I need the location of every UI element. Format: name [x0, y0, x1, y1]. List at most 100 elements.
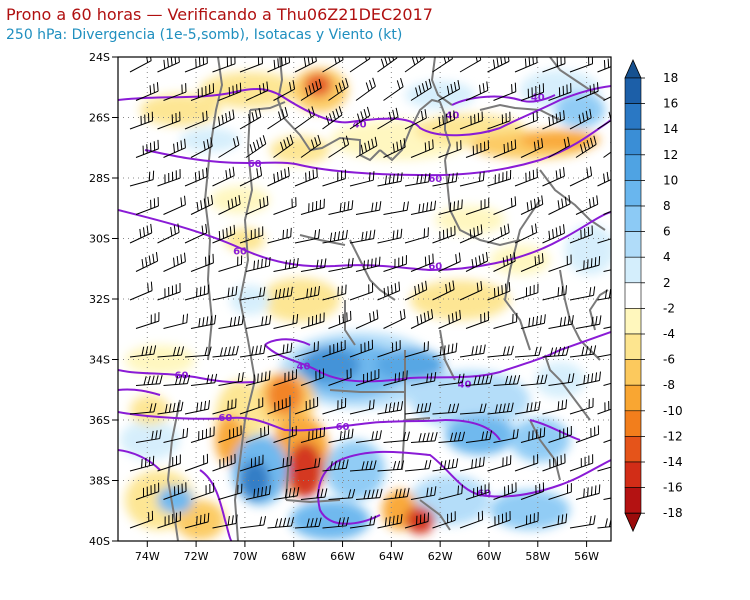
- lon-label: 56W: [574, 550, 599, 563]
- wind-barb: [157, 111, 181, 130]
- colorbar-segment: [624, 410, 642, 437]
- colorbar-label: -10: [663, 404, 683, 418]
- wind-barb: [328, 428, 354, 443]
- wind-barb: [163, 427, 189, 443]
- wind-barb: [184, 110, 208, 130]
- wind-barb: [349, 460, 377, 472]
- wind-barb: [135, 374, 163, 386]
- wind-barb: [520, 253, 544, 272]
- wind-barb: [349, 399, 375, 415]
- wind-barb: [542, 346, 570, 358]
- lat-label: 34S: [89, 354, 110, 367]
- colorbar-label: -14: [663, 455, 683, 469]
- wind-barb: [404, 280, 428, 301]
- wind-barb: [322, 459, 349, 472]
- colorbar-segment: [624, 282, 642, 309]
- lon-label: 60W: [477, 550, 502, 563]
- isotach-label: 40: [445, 110, 459, 121]
- wind-barb: [239, 108, 262, 130]
- wind-barb: [575, 371, 601, 386]
- wind-barb: [542, 224, 565, 244]
- wind-barb: [410, 486, 437, 500]
- colorbar-segment: [624, 231, 642, 258]
- wind-barb: [603, 439, 611, 443]
- wind-barb: [520, 427, 546, 443]
- wind-barb: [410, 200, 437, 215]
- wind-barb: [438, 484, 463, 500]
- colorbar-label: 4: [663, 250, 671, 264]
- wind-barb: [129, 170, 155, 187]
- wind-barb: [377, 57, 398, 73]
- wind-barb: [273, 80, 296, 101]
- wind-barb: [245, 256, 271, 272]
- lon-label: 58W: [525, 550, 550, 563]
- wind-barb: [322, 229, 348, 244]
- wind-barb: [542, 453, 566, 472]
- wind-barb: [190, 314, 217, 329]
- wind-barb: [514, 346, 542, 358]
- wind-barb: [548, 315, 574, 329]
- wind-barb: [465, 311, 490, 329]
- wind-barb: [569, 286, 596, 301]
- wind-barb: [548, 83, 572, 101]
- wind-barb: [569, 225, 593, 244]
- wind-barb: [239, 166, 263, 187]
- wind-barb: [245, 425, 270, 443]
- wind-barb: [157, 57, 180, 73]
- wind-barb: [212, 514, 238, 529]
- wind-barb: [184, 453, 209, 472]
- wind-barb: [569, 345, 597, 358]
- isotach-label: 40: [297, 362, 311, 373]
- wind-barb: [300, 78, 322, 101]
- colorbar-label: 2: [663, 276, 671, 290]
- colorbar-label: -18: [663, 506, 683, 520]
- wind-barb: [377, 514, 403, 529]
- colorbar-label: -2: [663, 301, 675, 315]
- wind-barb: [493, 139, 517, 158]
- colorbar-label: -6: [663, 353, 675, 367]
- colorbar-segment: [624, 461, 642, 488]
- wind-barb: [190, 253, 214, 272]
- colorbar-label: -16: [663, 481, 683, 495]
- colorbar-cap-bottom: [624, 512, 642, 533]
- colorbar-segment: [624, 77, 642, 104]
- wind-barb: [514, 168, 538, 187]
- wind-barb: [328, 488, 356, 500]
- wind-barb: [163, 482, 187, 500]
- wind-barb: [383, 431, 410, 443]
- wind-barb: [465, 197, 490, 215]
- lon-label: 72W: [184, 550, 209, 563]
- wind-barb: [383, 487, 410, 500]
- colorbar-cap-top: [624, 59, 642, 79]
- map-title: Prono a 60 horas — Verificando a Thu06Z2…: [6, 5, 433, 24]
- colorbar-label: 6: [663, 225, 671, 239]
- colorbar-segment: [624, 154, 642, 181]
- wind-barb: [548, 194, 571, 215]
- wind-barb: [493, 252, 516, 272]
- wind-barb: [603, 141, 611, 158]
- wind-barb: [465, 81, 489, 101]
- colorbar-segment: [624, 256, 642, 284]
- wind-barb: [163, 138, 186, 158]
- wind-barb: [355, 430, 382, 443]
- wind-barb: [129, 111, 154, 130]
- wind-barb: [493, 312, 518, 329]
- wind-barb: [184, 512, 210, 529]
- wind-barb: [514, 401, 541, 415]
- lat-label: 24S: [89, 51, 110, 64]
- colorbar-label: -12: [663, 429, 683, 443]
- wind-barb: [218, 82, 242, 101]
- wind-barb: [273, 425, 297, 443]
- wind-barb: [548, 373, 575, 386]
- wind-barb: [245, 81, 269, 101]
- wind-barb: [328, 257, 354, 272]
- wind-barb: [135, 82, 159, 101]
- wind-barb: [135, 252, 159, 272]
- wind-barb: [465, 430, 492, 443]
- wind-barb: [459, 281, 483, 301]
- wind-barb: [212, 224, 236, 244]
- wind-barb: [218, 136, 240, 158]
- wind-barb: [294, 397, 319, 415]
- wind-barb: [383, 201, 409, 215]
- wind-barb: [328, 368, 352, 386]
